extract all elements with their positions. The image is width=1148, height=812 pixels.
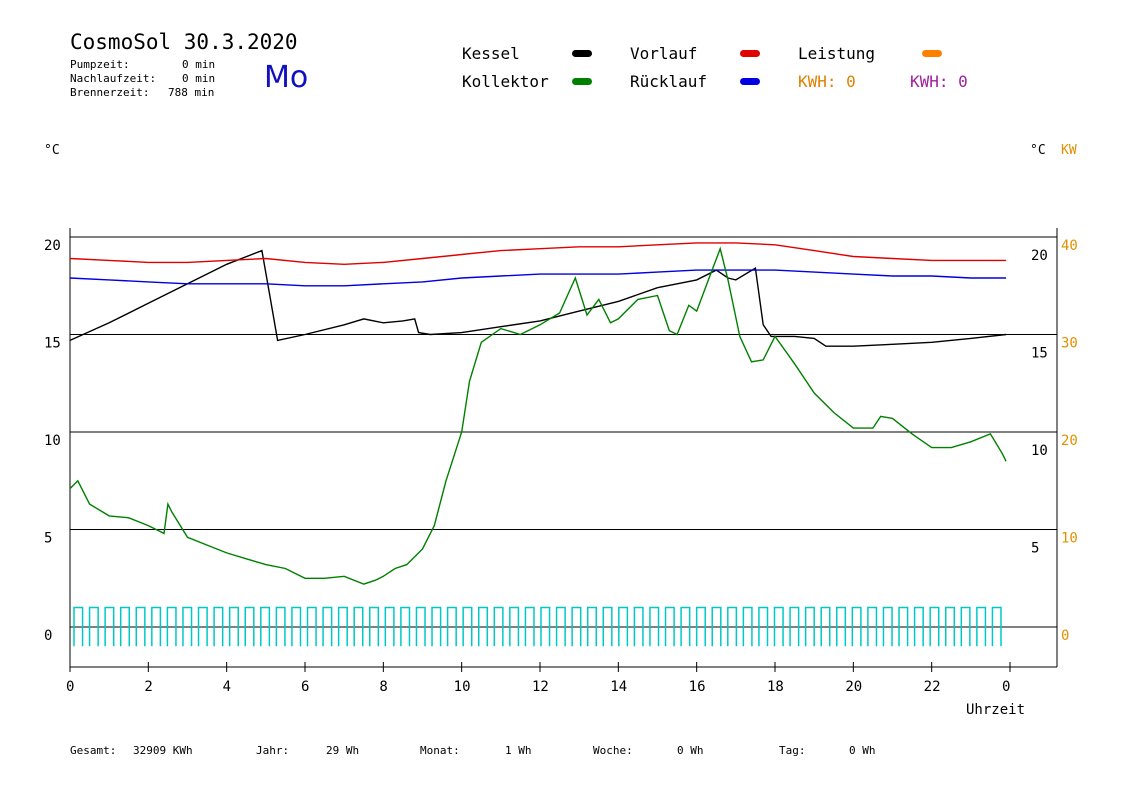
footer-woche-label: Woche: [593, 744, 633, 757]
y-tick-left: 20 [44, 238, 61, 254]
y-tick-right: 20 [1031, 248, 1048, 264]
y-tick-right: 10 [1031, 443, 1048, 459]
footer-jahr-value: 29 Wh [326, 744, 360, 757]
pump-pulses [73, 606, 1002, 647]
x-tick-label: 12 [532, 679, 549, 695]
x-tick-label: 0 [1002, 679, 1010, 695]
y-axis-label-left: °C [44, 143, 60, 158]
x-tick-label: 8 [379, 679, 387, 695]
legend-vorlauf-swatch [740, 50, 760, 57]
legend-kwh1: KWH: 0 [798, 72, 856, 91]
footer-monat-label: Monat: [420, 744, 460, 757]
footer-woche-value: 0 Wh [677, 744, 704, 757]
chart-title: CosmoSol 30.3.2020 [70, 30, 298, 54]
y-tick-left: 5 [44, 531, 52, 547]
y-tick-left: 0 [44, 628, 52, 644]
y-tick-left: 15 [44, 336, 61, 352]
pump-label: Pumpzeit: [70, 58, 130, 71]
footer-jahr-label: Jahr: [256, 744, 290, 757]
x-tick-label: 4 [223, 679, 231, 695]
legend-kessel-swatch [572, 50, 592, 57]
y-tick-right-kw: 0 [1061, 628, 1069, 644]
legend-kwh2: KWH: 0 [910, 72, 968, 91]
legend-leistung-label: Leistung [798, 44, 876, 63]
x-tick-label: 14 [610, 679, 627, 695]
y-tick-left: 10 [44, 433, 61, 449]
footer-tag-label: Tag: [779, 744, 806, 757]
weekday-label: Mo [264, 60, 309, 95]
y-tick-right-kw: 20 [1061, 433, 1078, 449]
nachlauf-label: Nachlaufzeit: [70, 72, 157, 85]
y-tick-right-kw: 30 [1061, 336, 1078, 352]
x-tick-label: 6 [301, 679, 309, 695]
x-tick-label: 18 [767, 679, 784, 695]
y-axis-label-right-kw: KW [1061, 143, 1077, 158]
legend-ruecklauf-swatch [740, 78, 760, 85]
y-tick-right-kw: 10 [1061, 531, 1078, 547]
x-tick-label: 22 [924, 679, 941, 695]
y-tick-right: 15 [1031, 346, 1048, 362]
x-tick-label: 20 [845, 679, 862, 695]
brenner-label: Brennerzeit: [70, 86, 150, 99]
series-rcklauf [69, 269, 1007, 287]
legend-ruecklauf-label: Rücklauf [630, 72, 708, 91]
x-tick-label: 16 [689, 679, 706, 695]
brenner-value: 788 min [168, 86, 215, 99]
x-tick-label: 10 [454, 679, 471, 695]
y-axis-label-right: °C [1030, 143, 1046, 158]
footer-gesamt-value: 32909 KWh [133, 744, 193, 757]
y-tick-right-kw: 40 [1061, 238, 1078, 254]
nachlauf-value: 0 min [182, 72, 216, 85]
series-kessel [69, 249, 1007, 347]
legend-vorlauf-label: Vorlauf [630, 44, 698, 63]
legend-kollektor-label: Kollektor [462, 72, 549, 91]
x-axis-label: Uhrzeit [966, 702, 1025, 718]
legend-kollektor-swatch [572, 78, 592, 85]
y-tick-right: 5 [1031, 541, 1039, 557]
pump-value: 0 min [182, 58, 216, 71]
legend-kessel-label: Kessel [462, 44, 520, 63]
series-vorlauf [69, 242, 1007, 266]
footer-tag-value: 0 Wh [849, 744, 876, 757]
x-tick-label: 0 [66, 679, 74, 695]
x-tick-label: 2 [144, 679, 152, 695]
footer-gesamt-label: Gesamt: [70, 744, 117, 757]
series-kollektor [69, 246, 1007, 585]
footer-monat-value: 1 Wh [505, 744, 532, 757]
legend-leistung-swatch [922, 50, 942, 57]
